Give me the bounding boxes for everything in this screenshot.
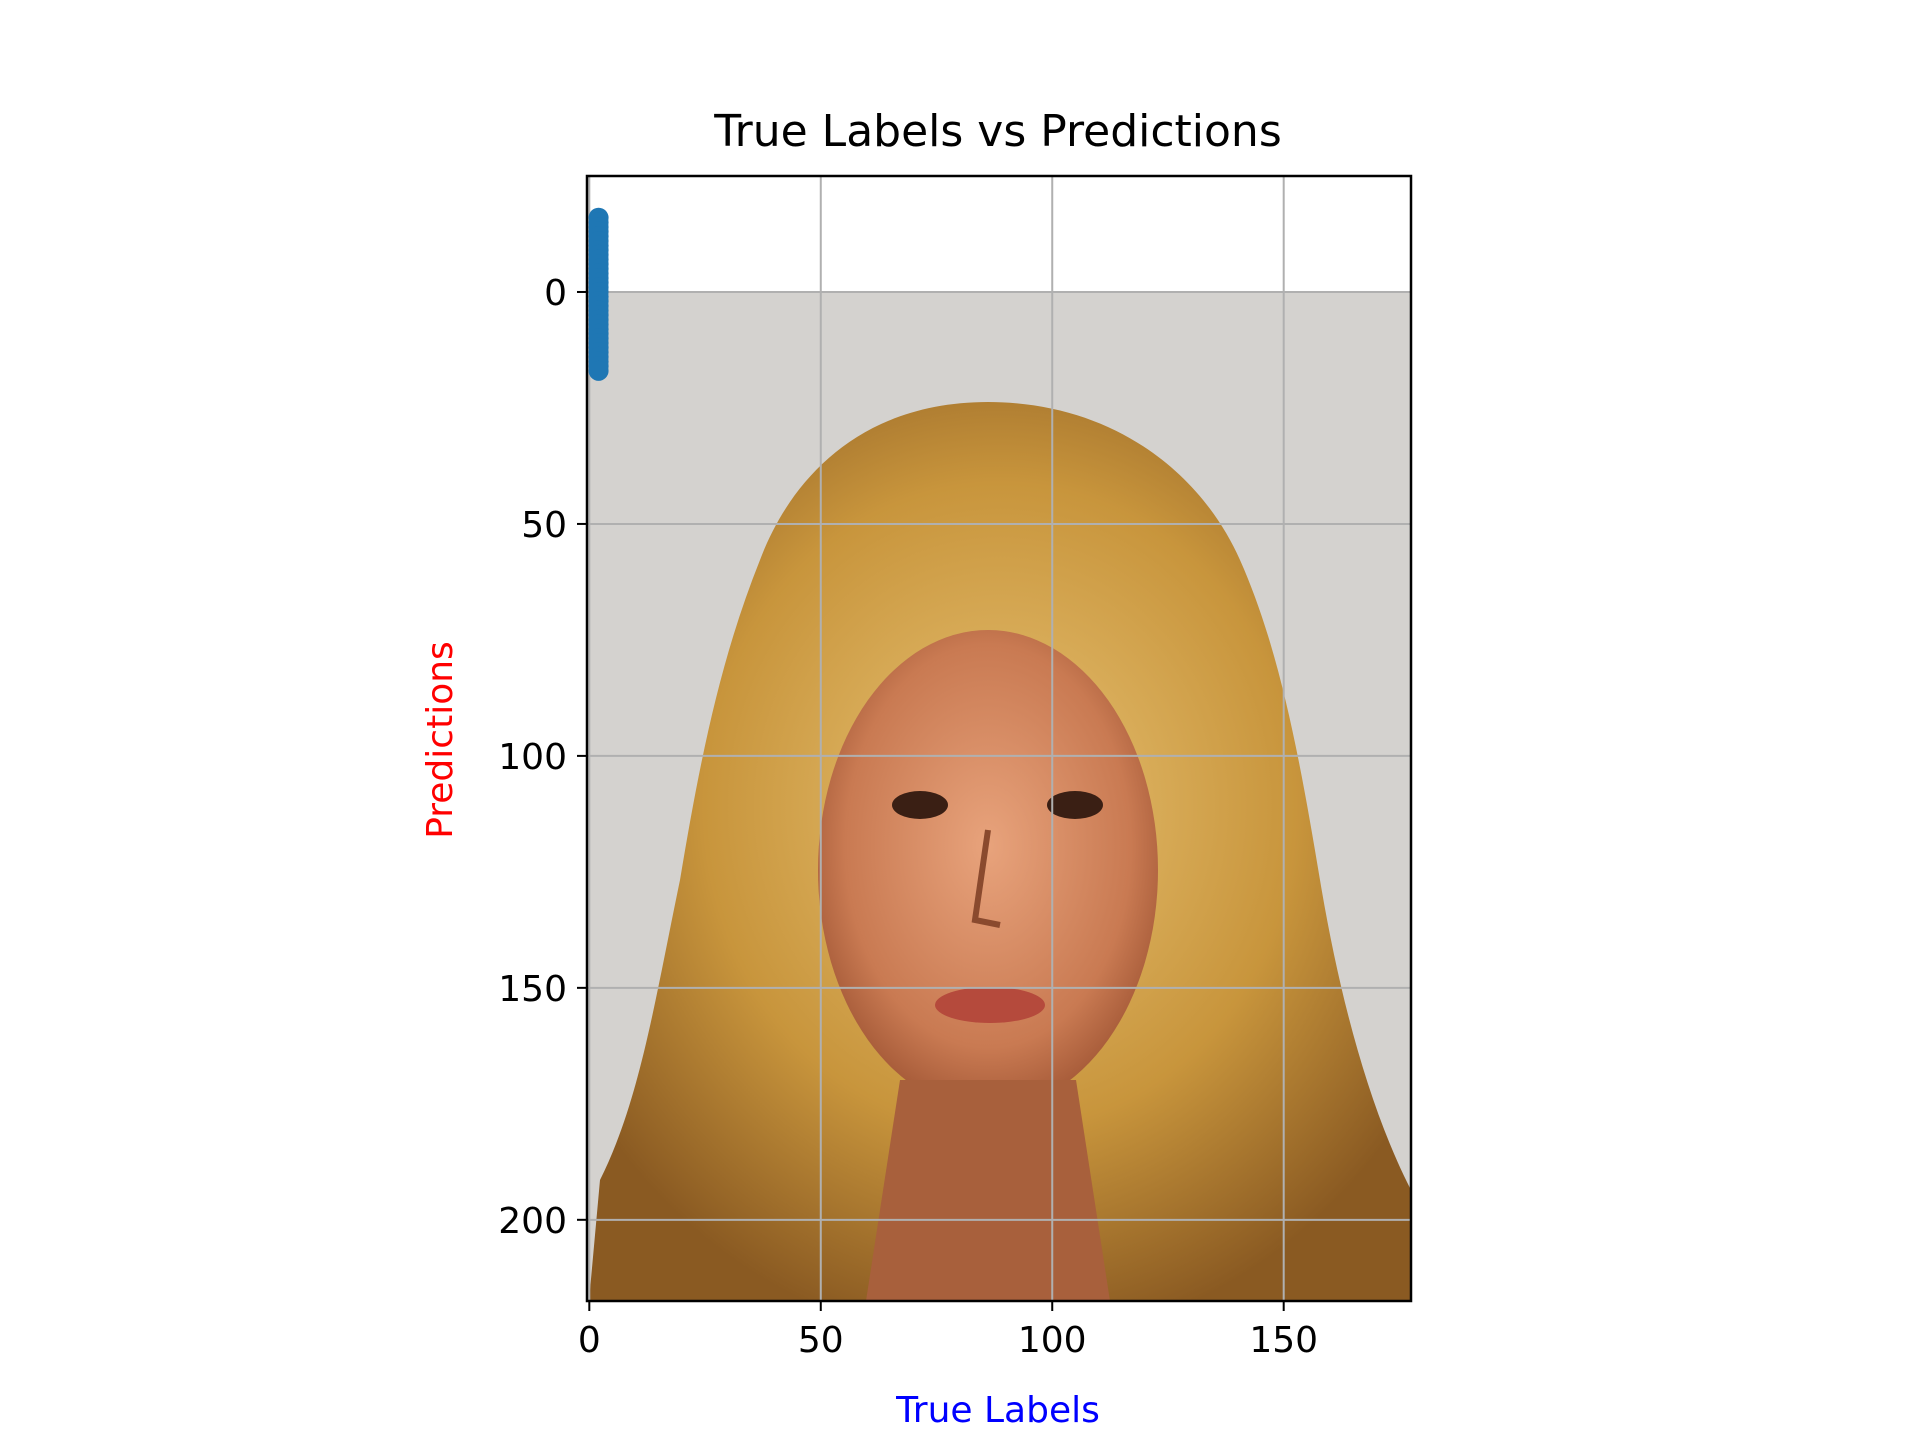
y-axis-ticks: 0 50 100 150 200 xyxy=(498,273,587,1242)
x-tick-label: 100 xyxy=(1018,1320,1087,1361)
y-tick-label: 150 xyxy=(498,969,567,1010)
y-tick-label: 200 xyxy=(498,1201,567,1242)
photo-eye-right xyxy=(1047,791,1103,819)
y-tick-label: 50 xyxy=(521,505,567,546)
x-axis-label: True Labels xyxy=(895,1390,1100,1431)
photo-nose xyxy=(971,829,1001,928)
photo-face xyxy=(818,630,1158,1110)
x-tick-label: 0 xyxy=(578,1320,601,1361)
y-axis-label: Predictions xyxy=(420,641,461,839)
y-tick-label: 100 xyxy=(498,737,567,778)
scatter-points xyxy=(588,207,609,381)
plot-frame xyxy=(585,174,1413,1303)
y-tick-label: 0 xyxy=(544,273,567,314)
chart-title: True Labels vs Predictions xyxy=(713,106,1282,157)
x-axis-ticks: 0 50 100 150 xyxy=(578,1301,1318,1361)
photo-neck xyxy=(866,1080,1110,1301)
x-tick-label: 50 xyxy=(798,1320,844,1361)
x-tick-label: 150 xyxy=(1249,1320,1318,1361)
photo-mouth xyxy=(935,987,1045,1023)
photo-eye-left xyxy=(892,791,948,819)
background-photo xyxy=(589,293,1411,1301)
grid xyxy=(587,176,1411,1301)
scatter-point xyxy=(588,360,609,381)
